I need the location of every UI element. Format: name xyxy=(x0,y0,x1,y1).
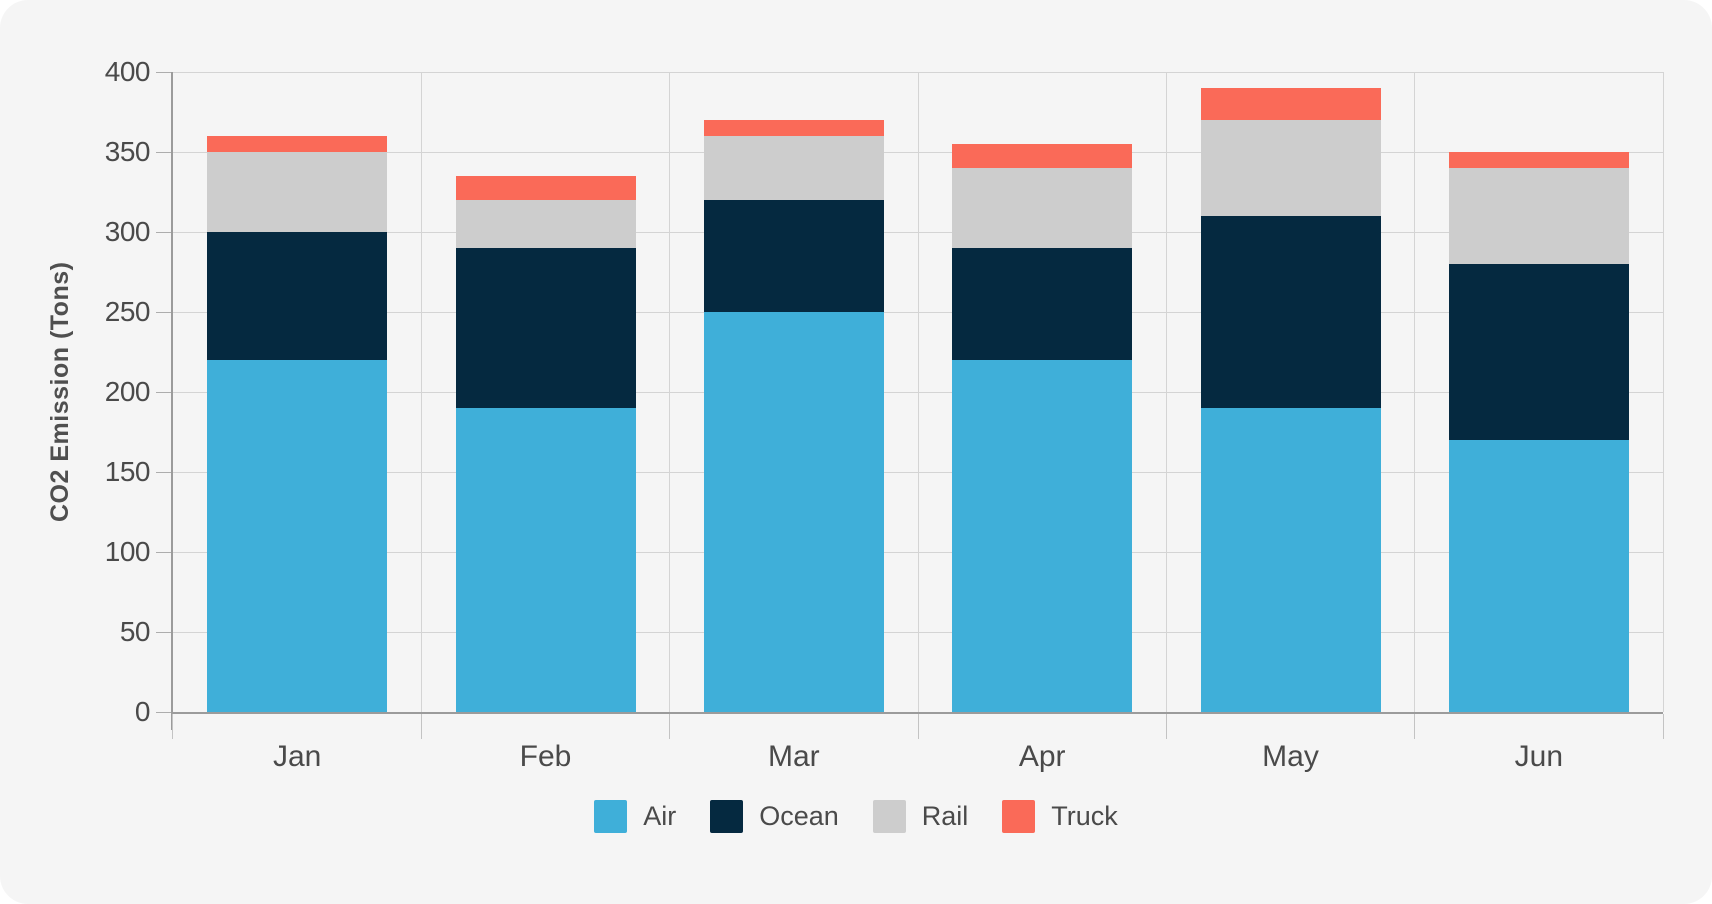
x-tick-label-jun: Jun xyxy=(1514,740,1564,773)
bar-segment-ocean-feb[interactable] xyxy=(455,248,636,408)
y-tick-label: 400 xyxy=(104,56,151,87)
plot-area: 0 50 100 150 200 250 300 350 400 Jan Feb Mar Apr May J… xyxy=(105,58,1664,773)
bar-segment-rail-apr[interactable] xyxy=(952,168,1133,248)
x-tick-3 xyxy=(917,714,919,739)
bar-segment-truck-jun[interactable] xyxy=(1448,152,1629,168)
y-tick-150 xyxy=(156,471,171,473)
legend-label-truck: Truck xyxy=(1051,801,1118,831)
y-tick-350 xyxy=(156,151,171,153)
legend-label-rail: Rail xyxy=(921,801,969,831)
legend-item-truck[interactable]: Truck xyxy=(1002,800,1118,833)
x-tick-1 xyxy=(420,714,422,739)
bar-segment-air-may[interactable] xyxy=(1200,408,1381,712)
bar-segment-truck-feb[interactable] xyxy=(455,176,636,200)
x-tick-label-mar: Mar xyxy=(767,740,820,773)
bar-segment-air-mar[interactable] xyxy=(703,312,884,712)
bar-segment-rail-feb[interactable] xyxy=(455,200,636,248)
x-tick-2 xyxy=(669,714,671,739)
gridline-v-5 xyxy=(1414,72,1416,712)
y-tick-300 xyxy=(156,231,171,233)
y-tick-250 xyxy=(156,311,171,313)
legend-label-air: Air xyxy=(643,801,677,831)
bar-segment-ocean-jan[interactable] xyxy=(207,232,388,360)
y-tick-400 xyxy=(156,71,171,73)
x-tick-label-jan: Jan xyxy=(272,740,322,773)
y-tick-50 xyxy=(156,631,171,633)
legend-swatch-ocean-icon xyxy=(710,800,744,833)
bar-segment-ocean-apr[interactable] xyxy=(952,248,1133,360)
legend-swatch-rail-icon xyxy=(872,800,906,833)
bar-segment-ocean-mar[interactable] xyxy=(703,200,884,312)
y-tick-100 xyxy=(156,551,171,553)
legend-item-ocean[interactable]: Ocean xyxy=(710,800,839,833)
x-tick-label-apr: Apr xyxy=(1018,740,1066,773)
x-tick-label-feb: Feb xyxy=(519,740,572,773)
legend-swatch-truck-icon xyxy=(1002,800,1036,833)
bar-segment-rail-mar[interactable] xyxy=(703,136,884,200)
bar-segment-ocean-jun[interactable] xyxy=(1448,264,1629,440)
bar-segment-air-feb[interactable] xyxy=(455,408,636,712)
y-axis-line xyxy=(171,72,173,730)
gridline-v-1 xyxy=(420,72,422,712)
x-tick-4 xyxy=(1165,714,1167,739)
y-tick-label: 100 xyxy=(104,536,151,567)
y-tick-label: 200 xyxy=(104,376,151,407)
legend-swatch-air-icon xyxy=(594,800,628,833)
bar-segment-air-jun[interactable] xyxy=(1448,440,1629,712)
x-tick-5 xyxy=(1414,714,1416,739)
bar-segment-truck-jan[interactable] xyxy=(207,136,388,152)
gridline-v-2 xyxy=(669,72,671,712)
y-tick-label: 150 xyxy=(104,456,151,487)
x-axis-line xyxy=(171,712,1663,714)
y-tick-label: 250 xyxy=(104,296,151,327)
bar-segment-rail-jan[interactable] xyxy=(207,152,388,232)
y-tick-label: 350 xyxy=(104,136,151,167)
bar-segment-truck-may[interactable] xyxy=(1200,88,1381,120)
x-tick-6 xyxy=(1662,714,1664,739)
bar-segment-air-apr[interactable] xyxy=(952,360,1133,712)
y-tick-label: 50 xyxy=(119,616,151,647)
legend-item-rail[interactable]: Rail xyxy=(872,800,969,833)
x-tick-label-may: May xyxy=(1262,740,1319,773)
gridline-v-4 xyxy=(1165,72,1167,712)
y-tick-label: 0 xyxy=(134,696,151,727)
bar-segment-rail-may[interactable] xyxy=(1200,120,1381,216)
y-tick-200 xyxy=(156,391,171,393)
bar-segment-truck-apr[interactable] xyxy=(952,144,1133,168)
y-tick-0 xyxy=(156,711,171,713)
bar-segment-ocean-may[interactable] xyxy=(1200,216,1381,408)
legend-label-ocean: Ocean xyxy=(759,801,839,831)
bar-segment-rail-jun[interactable] xyxy=(1448,168,1629,264)
bar-segment-air-jan[interactable] xyxy=(207,360,388,712)
gridline-v-6 xyxy=(1662,72,1664,712)
x-tick-0 xyxy=(171,714,173,739)
legend-item-air[interactable]: Air xyxy=(594,800,676,833)
gridline-v-3 xyxy=(917,72,919,712)
bar-segment-truck-mar[interactable] xyxy=(703,120,884,136)
legend: Air Ocean Rail Truck xyxy=(0,800,1712,833)
y-tick-label: 300 xyxy=(104,216,151,247)
